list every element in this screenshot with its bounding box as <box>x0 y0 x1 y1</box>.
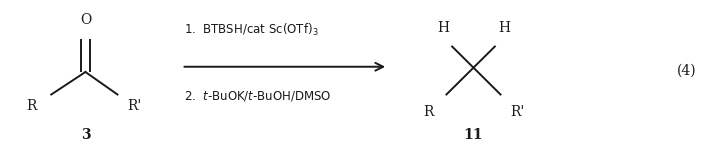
Text: 3: 3 <box>80 128 90 142</box>
Text: 1.  BTBSH/cat Sc(OTf)$_3$: 1. BTBSH/cat Sc(OTf)$_3$ <box>184 22 318 38</box>
Text: 2.  $\mathit{t}$-BuOK/$\mathit{t}$-BuOH/DMSO: 2. $\mathit{t}$-BuOK/$\mathit{t}$-BuOH/D… <box>184 89 331 103</box>
Text: (4): (4) <box>677 63 697 78</box>
Text: H: H <box>498 21 510 36</box>
Text: 11: 11 <box>464 128 483 142</box>
Text: O: O <box>80 12 91 27</box>
Text: R: R <box>423 105 434 120</box>
Text: R': R' <box>511 105 525 120</box>
Text: H: H <box>437 21 449 36</box>
Text: R: R <box>26 99 37 114</box>
Text: R': R' <box>127 99 142 114</box>
